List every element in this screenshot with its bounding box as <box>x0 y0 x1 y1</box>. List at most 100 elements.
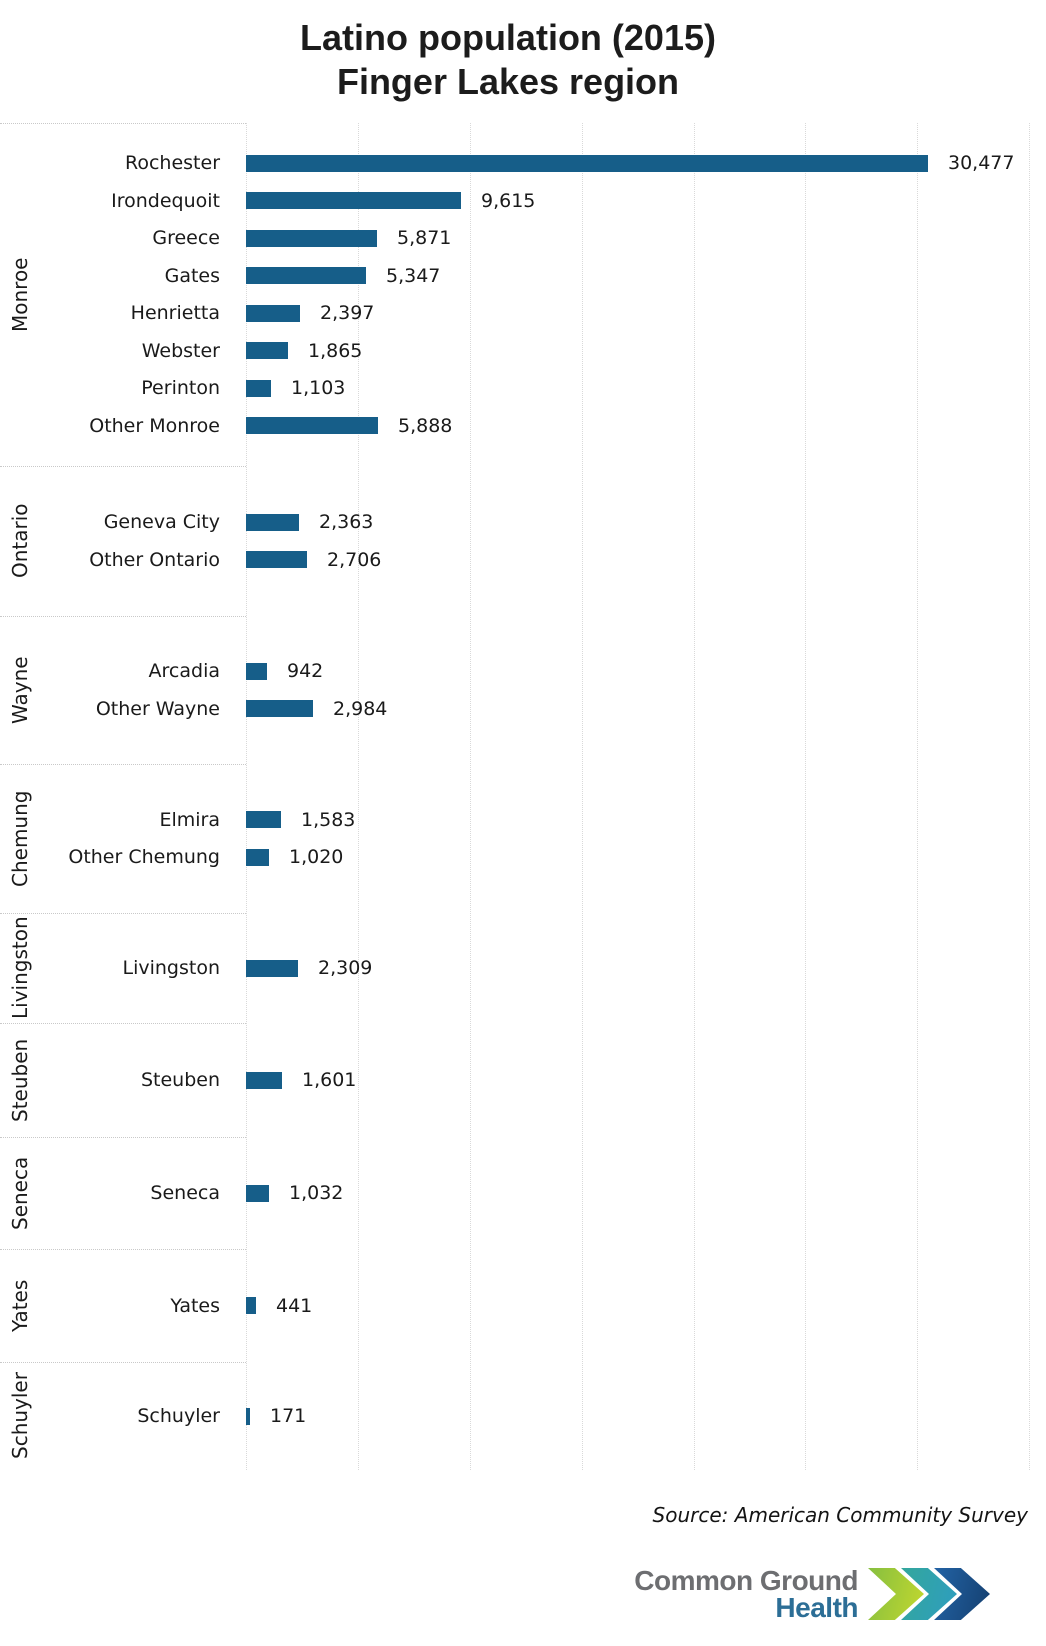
place-label: Greece <box>152 227 220 250</box>
section-divider <box>0 913 246 914</box>
bar-row: Other Wayne 2,984 <box>0 690 1046 728</box>
place-label: Other Ontario <box>89 548 220 571</box>
bar-chart: Monroe Rochester 30,477 Irondequoit 9,615 Gre… <box>0 123 1046 1470</box>
place-label: Other Monroe <box>89 414 220 437</box>
logo-text-common-ground: Common Ground <box>634 1565 858 1596</box>
place-label: Other Wayne <box>95 697 220 720</box>
place-label: Livingston <box>122 957 220 979</box>
gridline <box>1029 123 1031 1470</box>
county-label: Seneca <box>8 1156 32 1230</box>
value-label: 441 <box>276 1294 313 1317</box>
place-label: Seneca <box>150 1182 220 1204</box>
bar-row: Irondequoit 9,615 <box>0 182 1046 220</box>
place-label: Yates <box>170 1294 220 1317</box>
county-section-yates: Yates Yates 441 <box>0 1249 1046 1362</box>
gridline <box>805 123 807 1470</box>
section-divider <box>0 466 246 467</box>
gridline <box>581 123 583 1470</box>
bar-row: Other Chemung 1,020 <box>0 839 1046 877</box>
county-section-chemung: Chemung Elmira 1,583 Other Chemung 1,020 <box>0 764 1046 913</box>
bar <box>246 662 267 680</box>
bar-row: Schuyler 171 <box>0 1397 1046 1435</box>
gridline <box>357 123 359 1470</box>
place-label: Schuyler <box>137 1405 220 1427</box>
gridline <box>469 123 471 1470</box>
bar <box>246 700 313 718</box>
section-divider <box>0 123 246 124</box>
section-divider <box>0 764 246 765</box>
place-label: Other Chemung <box>68 846 220 869</box>
bar <box>246 342 288 360</box>
bar-row: Greece 5,871 <box>0 220 1046 258</box>
county-label: Steuben <box>8 1038 32 1122</box>
place-label: Webster <box>141 339 220 362</box>
county-label: Schuyler <box>8 1372 32 1460</box>
value-label: 171 <box>270 1405 307 1427</box>
county-section-steuben: Steuben Steuben 1,601 <box>0 1023 1046 1137</box>
county-label: Ontario <box>8 503 32 579</box>
county-section-monroe: Monroe Rochester 30,477 Irondequoit 9,615 Gre… <box>0 123 1046 466</box>
bar-row: Gates 5,347 <box>0 257 1046 295</box>
value-label: 30,477 <box>948 152 1015 175</box>
bar <box>246 267 366 285</box>
logo-text: Common Ground Health <box>634 1565 858 1623</box>
place-label: Elmira <box>159 808 220 831</box>
value-label: 942 <box>287 660 324 683</box>
bar <box>246 229 377 247</box>
place-label: Geneva City <box>103 511 220 534</box>
section-divider <box>0 1362 246 1363</box>
bar-row: Other Ontario 2,706 <box>0 541 1046 579</box>
place-label: Henrietta <box>130 302 220 325</box>
section-divider <box>0 1023 246 1024</box>
value-label: 5,347 <box>386 264 441 287</box>
bar <box>246 379 271 397</box>
logo-chevrons-icon <box>868 1568 990 1620</box>
value-label: 2,984 <box>333 697 388 720</box>
value-label: 2,706 <box>327 548 382 571</box>
county-label: Monroe <box>8 257 32 332</box>
bar-row: Livingston 2,309 <box>0 949 1046 987</box>
county-section-ontario: Ontario Geneva City 2,363 Other Ontario 2,70… <box>0 466 1046 616</box>
place-label: Steuben <box>140 1069 220 1091</box>
bar-row: Rochester 30,477 <box>0 145 1046 183</box>
value-label: 5,888 <box>398 414 453 437</box>
bar <box>246 551 307 569</box>
value-label: 1,032 <box>289 1182 344 1204</box>
value-label: 2,397 <box>320 302 375 325</box>
source-note: Source: American Community Survey <box>652 1503 1028 1527</box>
bar <box>246 1071 282 1089</box>
gridline <box>246 123 247 1470</box>
bar-row: Other Monroe 5,888 <box>0 407 1046 445</box>
bar-row: Seneca 1,032 <box>0 1174 1046 1212</box>
gridline <box>917 123 919 1470</box>
bar <box>246 513 299 531</box>
value-label: 1,020 <box>289 846 344 869</box>
county-label: Livingston <box>8 916 32 1020</box>
county-label: Wayne <box>8 656 32 724</box>
chart-title-line2: Finger Lakes region <box>336 61 680 102</box>
value-label: 1,103 <box>291 377 346 400</box>
value-label: 1,583 <box>301 808 356 831</box>
bar <box>246 192 461 210</box>
place-label: Irondequoit <box>111 189 220 212</box>
bar-row: Yates 441 <box>0 1287 1046 1325</box>
gridlines <box>0 123 1046 1470</box>
bar-row: Arcadia 942 <box>0 653 1046 691</box>
county-section-seneca: Seneca Seneca 1,032 <box>0 1137 1046 1249</box>
chart-title-line1: Latino population (2015) <box>299 17 716 58</box>
bar <box>246 1184 269 1202</box>
value-label: 1,865 <box>308 339 363 362</box>
value-label: 1,601 <box>302 1069 357 1091</box>
place-label: Arcadia <box>148 660 220 683</box>
bar <box>246 811 281 829</box>
value-label: 5,871 <box>397 227 452 250</box>
bar <box>246 1407 250 1425</box>
bar <box>246 154 928 172</box>
bar-row: Elmira 1,583 <box>0 801 1046 839</box>
bar <box>246 304 300 322</box>
place-label: Perinton <box>141 377 220 400</box>
bar-row: Henrietta 2,397 <box>0 295 1046 333</box>
logo-text-health: Health <box>775 1592 858 1623</box>
bar-row: Perinton 1,103 <box>0 370 1046 408</box>
